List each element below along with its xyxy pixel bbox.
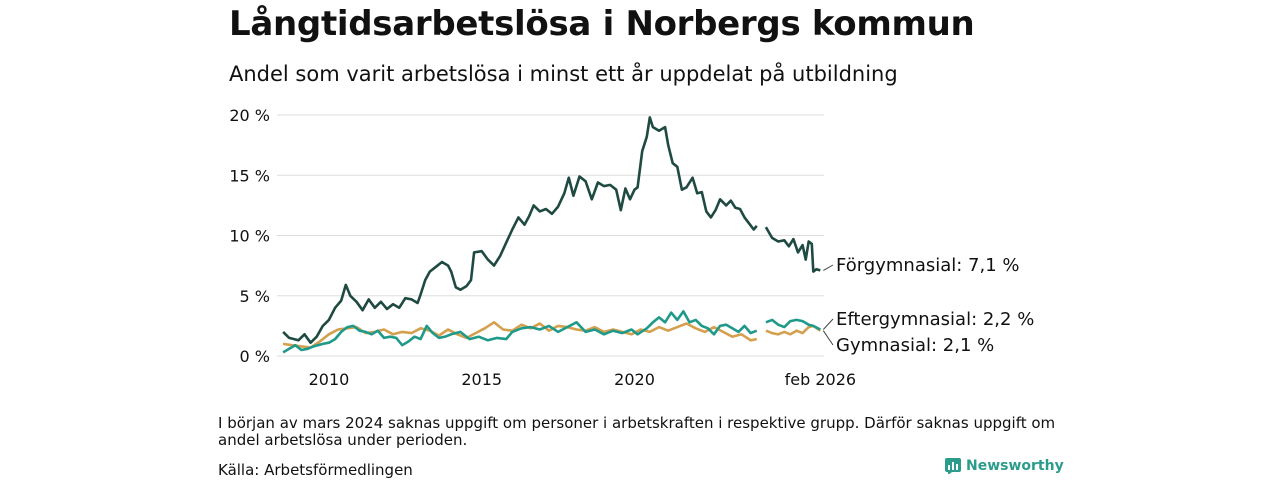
x-tick-label: feb 2026 — [785, 370, 856, 389]
label-leader-line — [822, 318, 834, 330]
series-line-gymnasial — [765, 324, 822, 336]
series-line-förgymnasial — [282, 116, 758, 344]
series-line-förgymnasial — [764, 226, 821, 273]
series-line-eftergymnasial — [282, 310, 758, 354]
y-tick-label: 20 % — [229, 106, 270, 125]
y-tick-label: 5 % — [240, 287, 270, 306]
chart-subtitle: Andel som varit arbetslösa i minst ett å… — [229, 62, 898, 86]
y-tick-label: 0 % — [240, 347, 270, 366]
label-leader-line — [822, 330, 834, 346]
x-tick-label: 2010 — [309, 370, 350, 389]
y-tick-label: 10 % — [229, 227, 270, 246]
end-label-eftergymnasial: Eftergymnasial: 2,2 % — [836, 309, 1034, 330]
series-lines — [282, 116, 822, 354]
end-label-förgymnasial: Förgymnasial: 7,1 % — [836, 255, 1020, 276]
logo-text: Newsworthy — [966, 458, 1064, 474]
label-leader-line — [823, 264, 834, 271]
bar-chart-icon — [945, 458, 961, 474]
series-line-eftergymnasial — [765, 318, 821, 331]
x-tick-label: 2020 — [614, 370, 655, 389]
x-axis-ticks: 2010 2015 2020 feb 2026 — [309, 370, 856, 389]
y-tick-label: 15 % — [229, 166, 270, 185]
chart-title: Långtidsarbetslösa i Norbergs kommun — [229, 4, 975, 44]
end-label-gymnasial: Gymnasial: 2,1 % — [836, 335, 994, 356]
gridlines — [277, 114, 824, 357]
end-labels: Förgymnasial: 7,1 % Eftergymnasial: 2,2 %… — [822, 255, 1034, 356]
source-text: Källa: Arbetsförmedlingen — [218, 461, 413, 479]
y-axis-ticks: 0 % 5 % 10 % 15 % 20 % — [229, 106, 270, 366]
x-tick-label: 2015 — [461, 370, 502, 389]
newsworthy-logo: Newsworthy — [945, 458, 1064, 474]
footnote: I början av mars 2024 saknas uppgift om … — [218, 414, 1056, 449]
